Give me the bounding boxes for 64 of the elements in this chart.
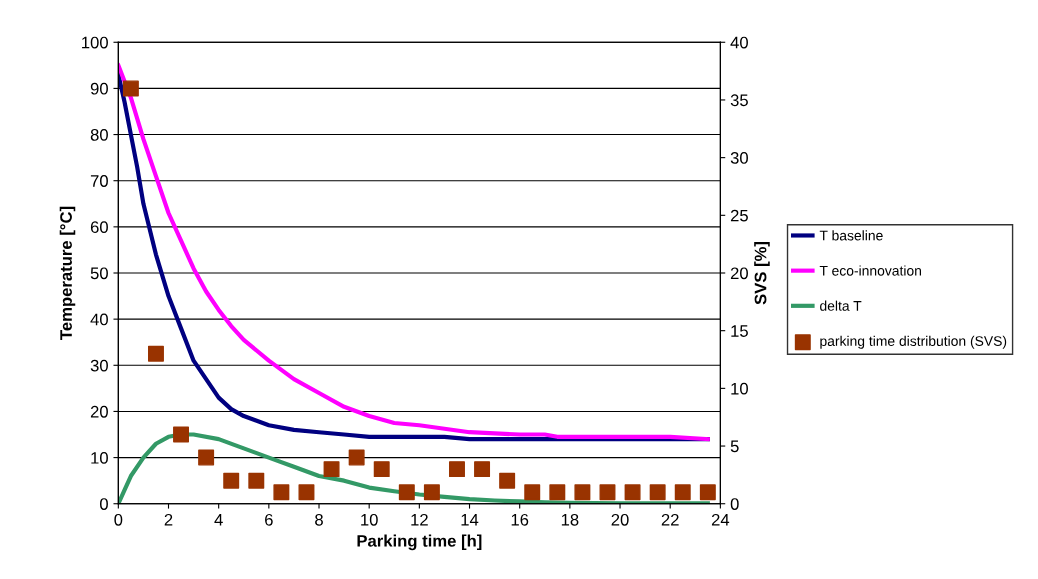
point xyxy=(198,449,215,466)
y-tick-label: 100 xyxy=(82,36,108,49)
y2-tick-label: 25 xyxy=(730,209,748,222)
point xyxy=(147,345,164,362)
y2-tick-label: 20 xyxy=(730,267,748,280)
x-tick-label: 16 xyxy=(511,513,529,526)
point xyxy=(298,484,315,501)
point xyxy=(173,426,190,443)
x-tick-label: 10 xyxy=(361,513,378,526)
x-tick-label: 2 xyxy=(164,513,173,526)
point xyxy=(549,484,566,501)
point xyxy=(323,461,340,478)
y2-tick-label: 30 xyxy=(730,152,748,164)
point xyxy=(373,461,390,478)
point xyxy=(423,484,440,501)
point xyxy=(499,472,516,489)
point xyxy=(599,484,616,501)
y-tick-label: 0 xyxy=(99,498,108,510)
y-axis-title: Temperature [°C] xyxy=(59,206,76,340)
legend-label: delta T xyxy=(820,300,862,311)
point xyxy=(574,484,591,501)
y-tick-label: 80 xyxy=(90,128,108,141)
y2-tick-label: 10 xyxy=(731,382,748,395)
x-tick-label: 24 xyxy=(711,513,730,526)
x-tick-label: 4 xyxy=(214,514,223,526)
point xyxy=(248,472,265,489)
x-tick-label: 8 xyxy=(315,513,323,526)
x-tick-label: 6 xyxy=(265,513,273,526)
y2-axis-title: SVS [%] xyxy=(754,241,770,305)
y2-tick-label: 40 xyxy=(730,36,748,49)
y-tick-label: 10 xyxy=(91,451,108,464)
x-tick-label: 12 xyxy=(411,513,428,526)
point xyxy=(524,484,541,501)
point xyxy=(474,461,491,478)
x-tick-label: 0 xyxy=(114,513,123,526)
legend-label: T baseline xyxy=(819,230,883,241)
point xyxy=(398,484,415,501)
y-tick-label: 50 xyxy=(90,267,108,280)
y2-tick-label: 5 xyxy=(730,440,739,453)
point xyxy=(624,484,641,501)
y-tick-label: 60 xyxy=(90,221,108,234)
point xyxy=(649,484,666,501)
y-tick-label: 20 xyxy=(90,405,108,418)
legend-label: T eco-innovation xyxy=(819,265,921,276)
x-axis-title: Parking time [h] xyxy=(357,534,482,551)
x-tick-label: 18 xyxy=(561,513,579,526)
y2-tick-label: 35 xyxy=(730,94,748,107)
y2-tick-label: 15 xyxy=(731,325,748,337)
point xyxy=(223,472,240,489)
y2-tick-label: 0 xyxy=(730,498,739,510)
point xyxy=(348,449,365,466)
point xyxy=(449,461,465,478)
x-tick-label: 20 xyxy=(611,513,629,526)
y-tick-label: 70 xyxy=(90,175,108,187)
point xyxy=(122,80,139,97)
x-tick-label: 14 xyxy=(461,514,479,526)
y-tick-label: 90 xyxy=(90,82,108,95)
y-tick-label: 40 xyxy=(90,313,108,326)
legend-label: parking time distribution (SVS) xyxy=(820,335,1007,349)
point xyxy=(273,484,290,501)
y-tick-label: 30 xyxy=(90,359,108,372)
point xyxy=(699,484,716,501)
point xyxy=(674,484,691,501)
x-tick-label: 22 xyxy=(661,513,679,526)
